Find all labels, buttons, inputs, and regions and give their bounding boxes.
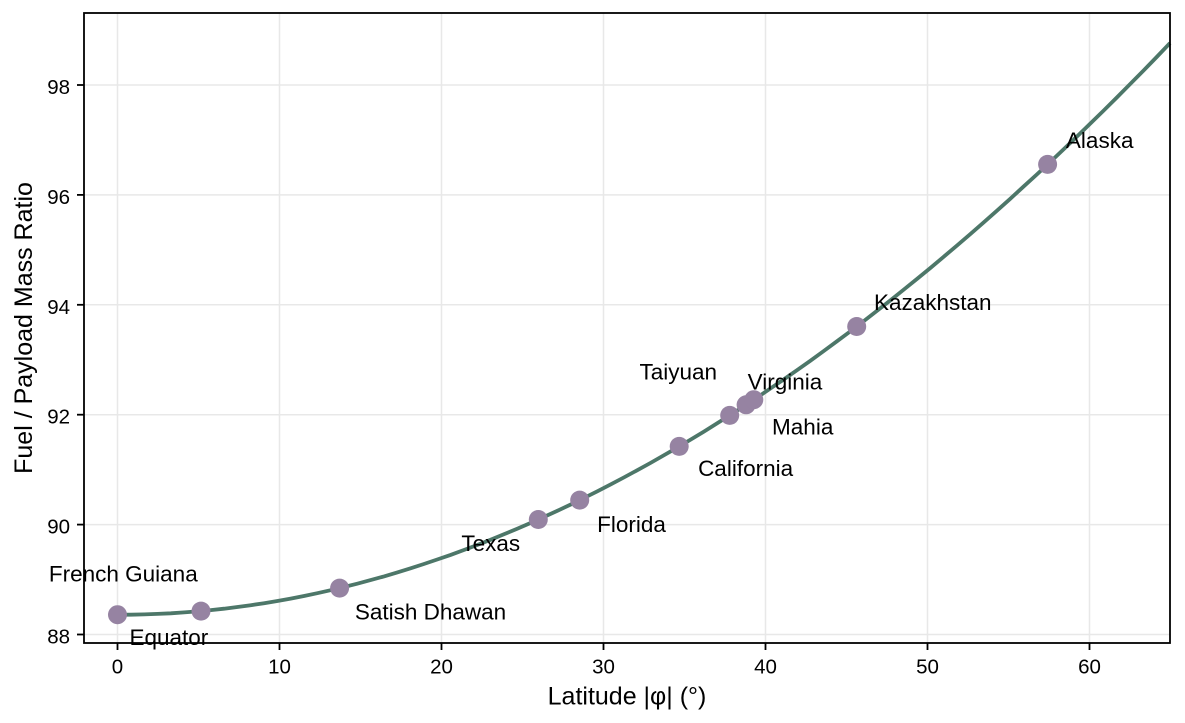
svg-text:Fuel / Payload Mass Ratio: Fuel / Payload Mass Ratio	[10, 182, 38, 474]
svg-text:Kazakhstan: Kazakhstan	[874, 290, 992, 315]
svg-text:92: 92	[47, 406, 70, 429]
svg-text:94: 94	[47, 296, 70, 319]
svg-text:French Guiana: French Guiana	[49, 562, 198, 587]
svg-text:0: 0	[112, 656, 123, 679]
svg-text:20: 20	[430, 656, 453, 679]
svg-text:Taiyuan: Taiyuan	[640, 359, 718, 384]
svg-text:Equator: Equator	[129, 625, 208, 650]
svg-text:Florida: Florida	[597, 512, 666, 537]
svg-text:50: 50	[916, 656, 939, 679]
svg-text:Virginia: Virginia	[748, 370, 823, 395]
svg-text:10: 10	[268, 656, 291, 679]
svg-text:88: 88	[47, 626, 70, 649]
svg-text:California: California	[698, 456, 794, 481]
svg-text:Satish Dhawan: Satish Dhawan	[355, 600, 506, 625]
svg-text:Latitude |φ| (°): Latitude |φ| (°)	[548, 682, 707, 710]
svg-text:96: 96	[47, 186, 70, 209]
svg-text:98: 98	[47, 76, 70, 99]
svg-text:Mahia: Mahia	[772, 415, 834, 440]
svg-text:60: 60	[1078, 656, 1101, 679]
svg-text:Texas: Texas	[461, 531, 520, 556]
svg-text:30: 30	[592, 656, 615, 679]
svg-text:90: 90	[47, 516, 70, 539]
svg-text:Alaska: Alaska	[1066, 128, 1134, 153]
svg-text:40: 40	[754, 656, 777, 679]
